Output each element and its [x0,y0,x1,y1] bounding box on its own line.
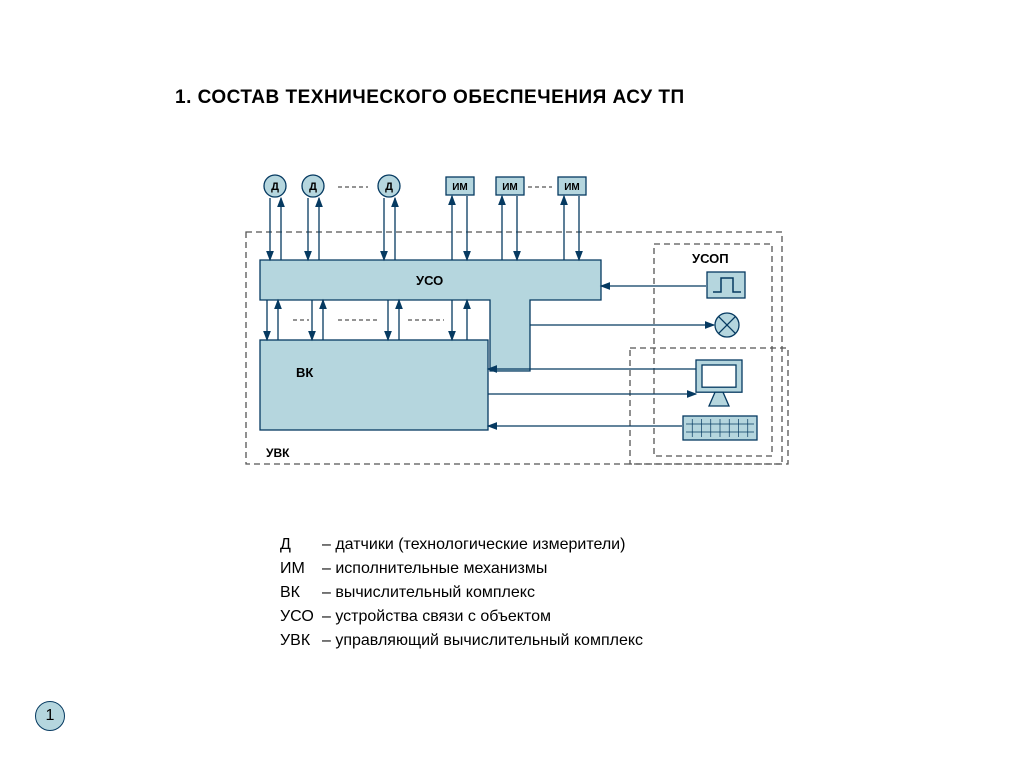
svg-text:Д: Д [309,181,317,193]
svg-text:ВК: ВК [296,365,313,380]
legend-row: Д– датчики (технологические измерители) [280,533,643,557]
svg-text:Д: Д [271,181,279,193]
svg-text:УСО: УСО [416,273,443,288]
svg-text:ИМ: ИМ [502,182,518,193]
legend: Д– датчики (технологические измерители)И… [280,533,643,653]
legend-row: ИМ– исполнительные механизмы [280,557,643,581]
svg-text:ИМ: ИМ [452,182,468,193]
legend-row: УСО– устройства связи с объектом [280,605,643,629]
legend-row: ВК– вычислительный комплекс [280,581,643,605]
page-number-badge: 1 [35,701,65,731]
svg-text:УВК: УВК [266,446,290,460]
svg-text:УСОП: УСОП [692,251,729,266]
legend-row: УВК– управляющий вычислительный комплекс [280,629,643,653]
svg-text:ИМ: ИМ [564,182,580,193]
svg-text:Д: Д [385,181,393,193]
